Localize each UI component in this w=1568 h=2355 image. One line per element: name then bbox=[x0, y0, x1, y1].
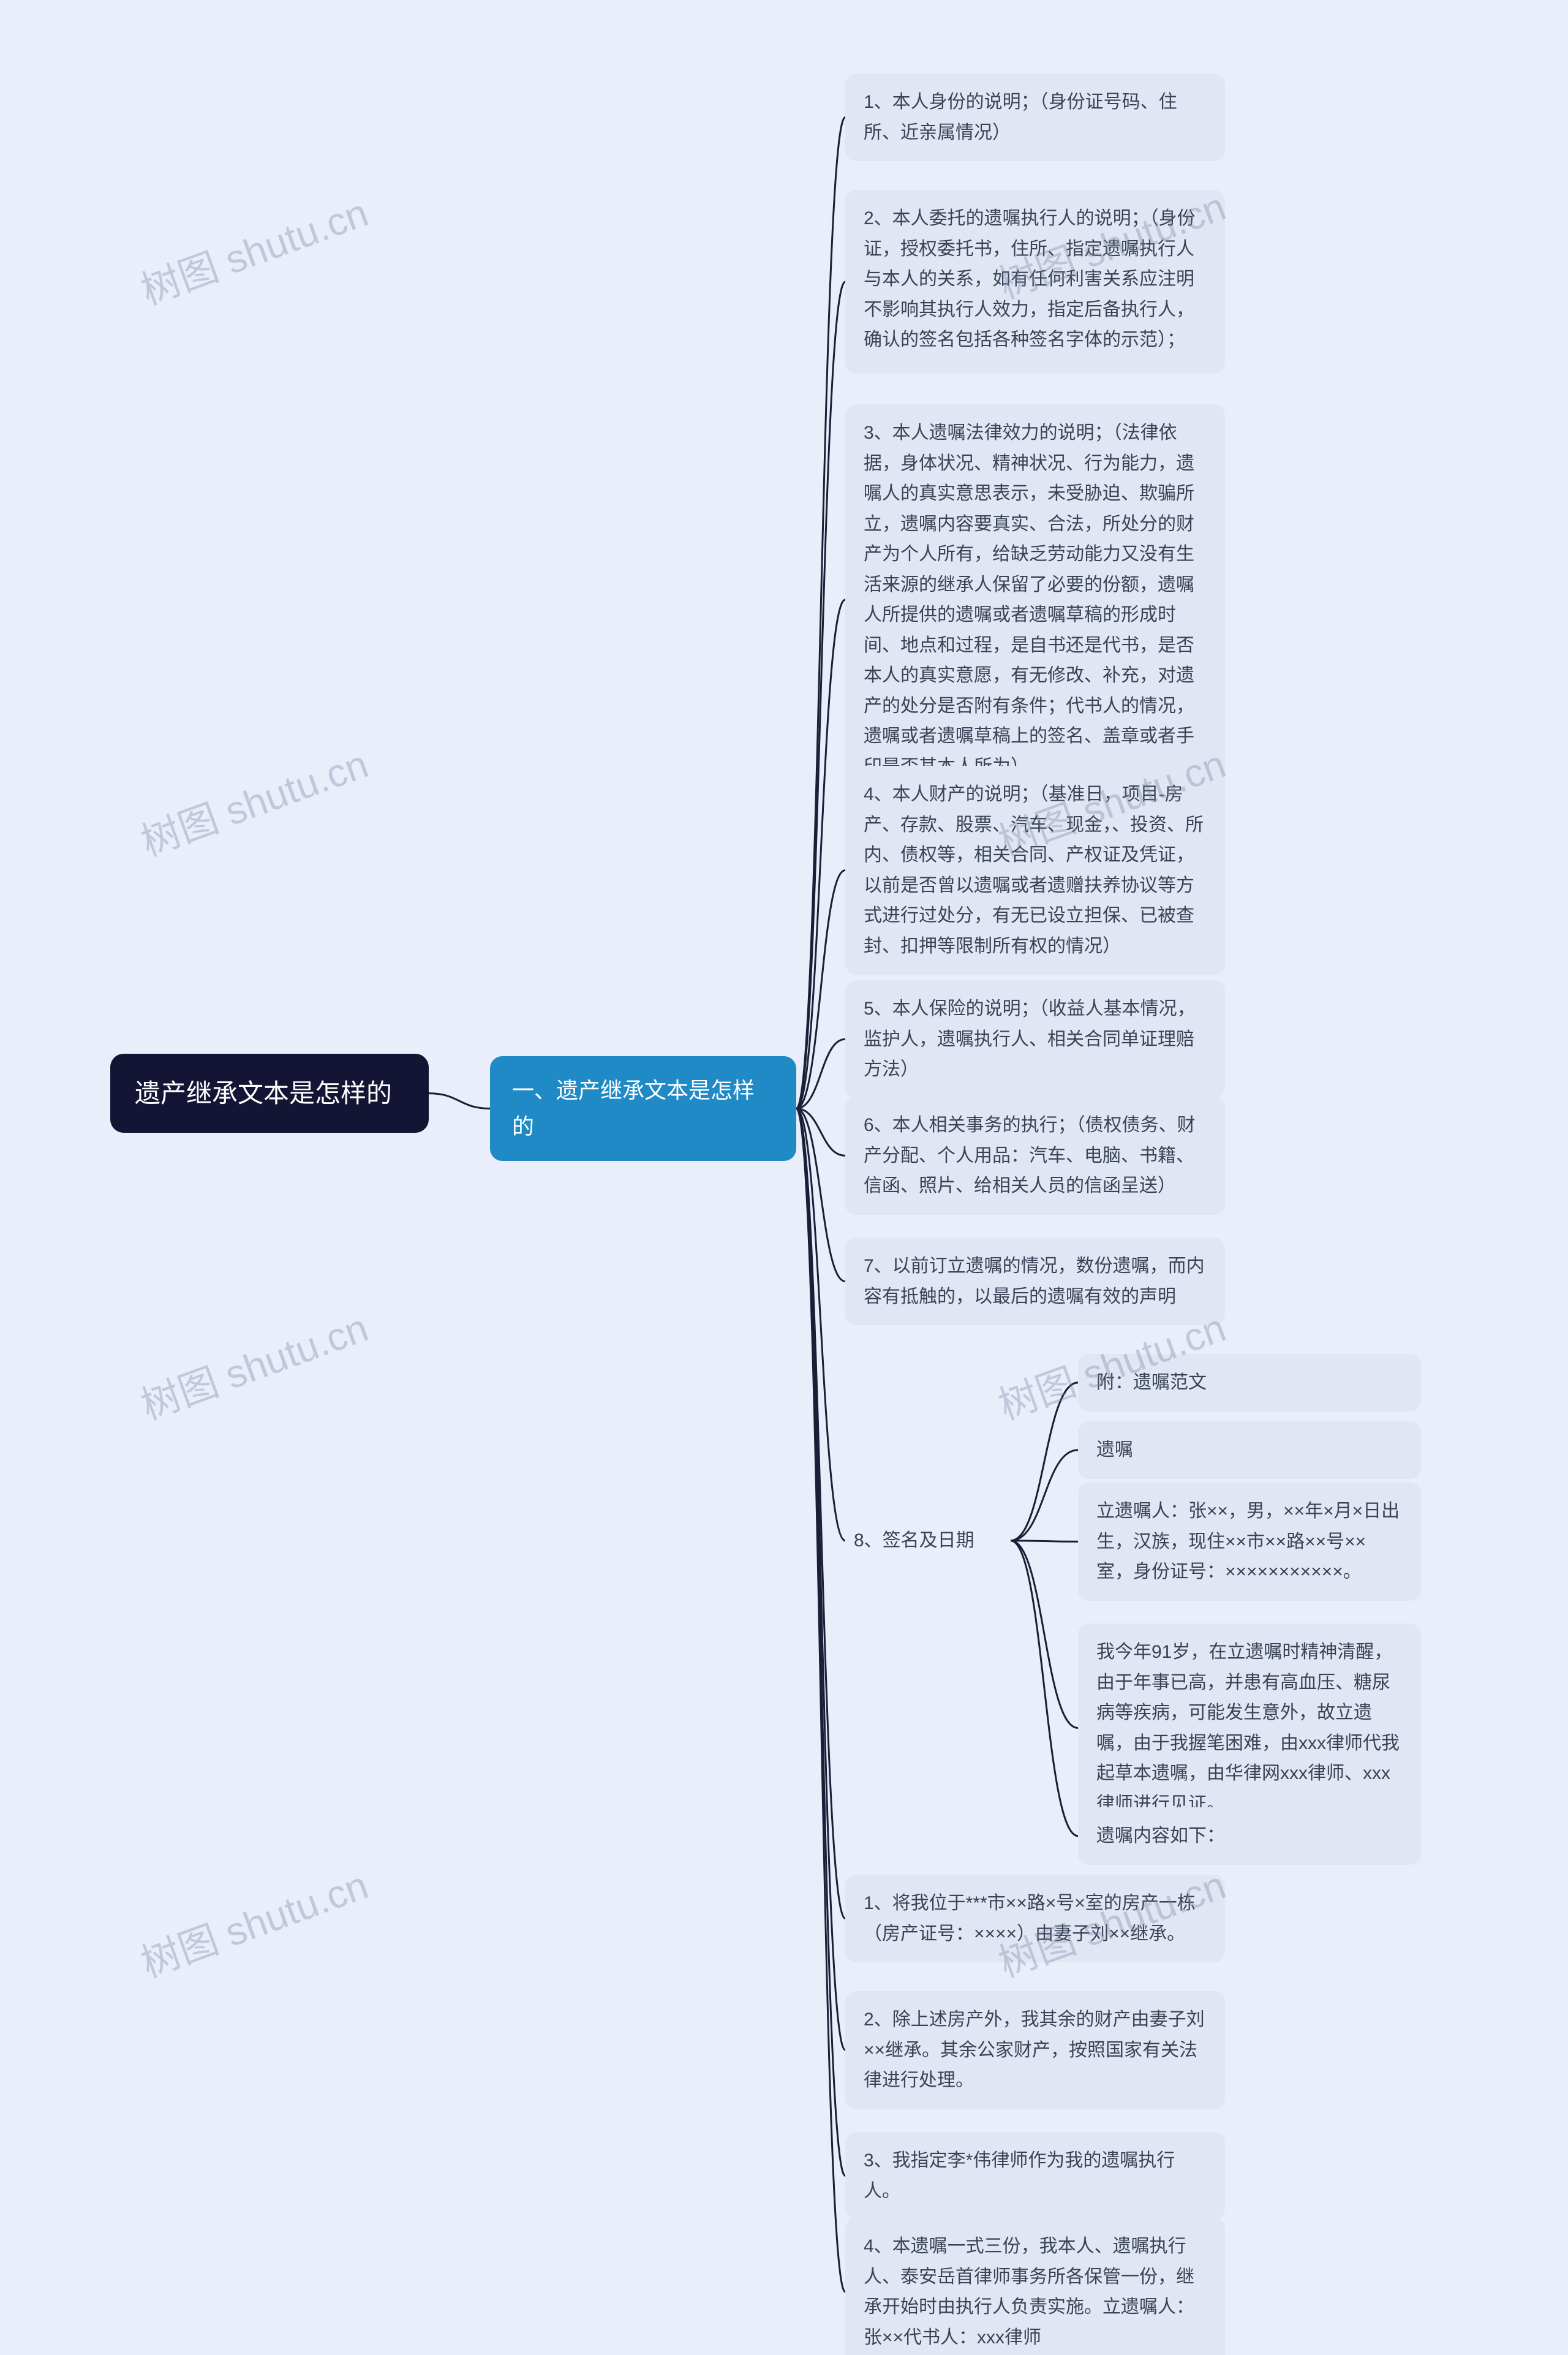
leaf-node[interactable]: 遗嘱内容如下： bbox=[1078, 1807, 1421, 1865]
leaf-text: 2、本人委托的遗嘱执行人的说明；（身份证，授权委托书，住所、指定遗嘱执行人与本人… bbox=[864, 208, 1196, 350]
leaf-text: 我今年91岁，在立遗嘱时精神清醒，由于年事已高，并患有高血压、糖尿病等疾病，可能… bbox=[1096, 1642, 1400, 1814]
leaf-node-parent[interactable]: 8、签名及日期 bbox=[845, 1519, 1011, 1562]
leaf-node[interactable]: 7、以前订立遗嘱的情况，数份遗嘱，而内容有抵触的，以最后的遗嘱有效的声明 bbox=[845, 1238, 1225, 1325]
leaf-node[interactable]: 2、本人委托的遗嘱执行人的说明；（身份证，授权委托书，住所、指定遗嘱执行人与本人… bbox=[845, 190, 1225, 374]
section-node[interactable]: 一、遗产继承文本是怎样的 bbox=[490, 1056, 796, 1161]
mindmap-stage: 遗产继承文本是怎样的 一、遗产继承文本是怎样的 1、本人身份的说明；（身份证号码… bbox=[0, 0, 1568, 2355]
leaf-node[interactable]: 5、本人保险的说明；（收益人基本情况，监护人，遗嘱执行人、相关合同单证理赔方法） bbox=[845, 980, 1225, 1098]
leaf-node[interactable]: 附：遗嘱范文 bbox=[1078, 1354, 1421, 1412]
leaf-node[interactable]: 6、本人相关事务的执行；（债权债务、财产分配、个人用品：汽车、电脑、书籍、信函、… bbox=[845, 1097, 1225, 1215]
leaf-node[interactable]: 1、将我位于***市××路×号×室的房产一栋（房产证号：××××）由妻子刘××继… bbox=[845, 1875, 1225, 1962]
leaf-text: 8、签名及日期 bbox=[854, 1530, 974, 1551]
leaf-text: 4、本人财产的说明；（基准日，项目-房产、存款、股票、汽车、现金，、投资、所内、… bbox=[864, 784, 1204, 956]
leaf-text: 5、本人保险的说明；（收益人基本情况，监护人，遗嘱执行人、相关合同单证理赔方法） bbox=[864, 999, 1196, 1079]
leaf-text: 4、本遗嘱一式三份，我本人、遗嘱执行人、泰安岳首律师事务所各保管一份，继承开始时… bbox=[864, 2236, 1194, 2348]
section-label: 一、遗产继承文本是怎样的 bbox=[512, 1078, 755, 1139]
leaf-text: 附：遗嘱范文 bbox=[1096, 1372, 1207, 1393]
leaf-node[interactable]: 1、本人身份的说明；（身份证号码、住所、近亲属情况） bbox=[845, 74, 1225, 161]
root-label: 遗产继承文本是怎样的 bbox=[135, 1079, 392, 1108]
leaf-node[interactable]: 2、除上述房产外，我其余的财产由妻子刘××继承。其余公家财产，按照国家有关法律进… bbox=[845, 1991, 1225, 2109]
leaf-text: 1、本人身份的说明；（身份证号码、住所、近亲属情况） bbox=[864, 92, 1177, 143]
leaf-node[interactable]: 3、我指定李*伟律师作为我的遗嘱执行人。 bbox=[845, 2132, 1225, 2220]
leaf-text: 遗嘱 bbox=[1096, 1440, 1133, 1460]
connector-lines bbox=[0, 0, 1568, 2355]
leaf-node[interactable]: 3、本人遗嘱法律效力的说明；（法律依据，身体状况、精神状况、行为能力，遗嘱人的真… bbox=[845, 404, 1225, 795]
leaf-text: 3、我指定李*伟律师作为我的遗嘱执行人。 bbox=[864, 2150, 1175, 2201]
leaf-node[interactable]: 我今年91岁，在立遗嘱时精神清醒，由于年事已高，并患有高血压、糖尿病等疾病，可能… bbox=[1078, 1624, 1421, 1832]
root-node[interactable]: 遗产继承文本是怎样的 bbox=[110, 1054, 429, 1133]
leaf-text: 7、以前订立遗嘱的情况，数份遗嘱，而内容有抵触的，以最后的遗嘱有效的声明 bbox=[864, 1256, 1205, 1307]
leaf-node[interactable]: 4、本遗嘱一式三份，我本人、遗嘱执行人、泰安岳首律师事务所各保管一份，继承开始时… bbox=[845, 2218, 1225, 2355]
leaf-node[interactable]: 立遗嘱人：张××，男，××年×月×日出生，汉族，现住××市××路××号××室，身… bbox=[1078, 1483, 1421, 1601]
leaf-text: 2、除上述房产外，我其余的财产由妻子刘××继承。其余公家财产，按照国家有关法律进… bbox=[864, 2009, 1205, 2090]
leaf-node[interactable]: 4、本人财产的说明；（基准日，项目-房产、存款、股票、汽车、现金，、投资、所内、… bbox=[845, 766, 1225, 975]
leaf-text: 3、本人遗嘱法律效力的说明；（法律依据，身体状况、精神状况、行为能力，遗嘱人的真… bbox=[864, 423, 1194, 777]
leaf-node[interactable]: 遗嘱 bbox=[1078, 1421, 1421, 1479]
leaf-text: 6、本人相关事务的执行；（债权债务、财产分配、个人用品：汽车、电脑、书籍、信函、… bbox=[864, 1115, 1196, 1196]
leaf-text: 遗嘱内容如下： bbox=[1096, 1826, 1225, 1846]
leaf-text: 1、将我位于***市××路×号×室的房产一栋（房产证号：××××）由妻子刘××继… bbox=[864, 1893, 1196, 1944]
leaf-text: 立遗嘱人：张××，男，××年×月×日出生，汉族，现住××市××路××号××室，身… bbox=[1096, 1501, 1400, 1582]
